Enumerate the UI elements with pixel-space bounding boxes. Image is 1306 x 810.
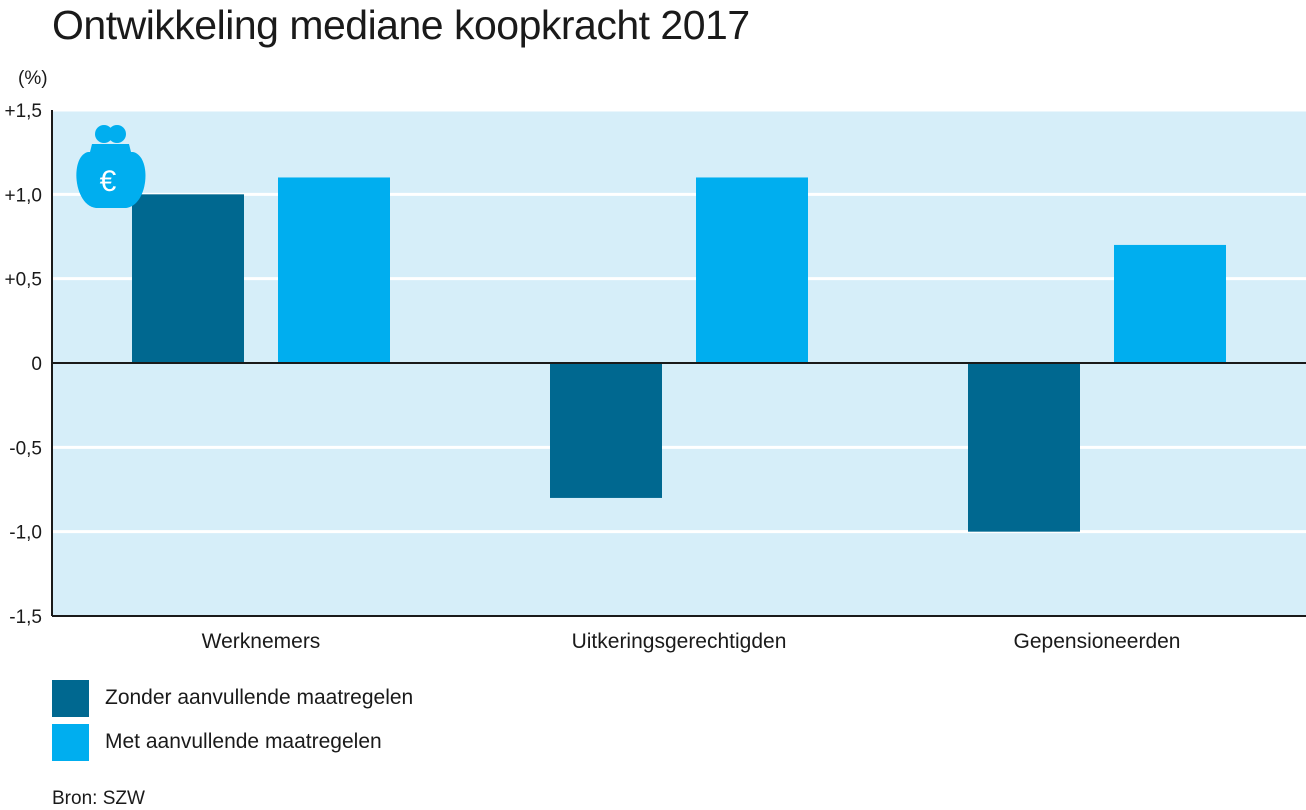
bar [696, 177, 808, 363]
source-note: Bron: SZW [52, 788, 145, 809]
x-tick-label: Werknemers [202, 630, 321, 653]
bar [132, 194, 244, 363]
y-tick-label: +0,5 [4, 270, 42, 291]
bar [278, 177, 390, 363]
legend-swatch-zonder [52, 680, 89, 717]
y-tick-label: +1,0 [4, 185, 42, 206]
bar-chart: +1,5 +1,0 +0,5 0 -0,5 -1,0 -1,5 Werknemers Uitk… [4, 101, 1306, 653]
y-tick-label: -0,5 [9, 438, 42, 459]
y-tick-labels: +1,5 +1,0 +0,5 0 -0,5 -1,0 -1,5 [4, 101, 42, 628]
x-tick-label: Gepensioneerden [1014, 630, 1181, 653]
legend-item-met: Met aanvullende maatregelen [52, 724, 552, 762]
legend-item-zonder: Zonder aanvullende maatregelen [52, 680, 552, 718]
legend-label-met: Met aanvullende maatregelen [105, 730, 382, 753]
bar [1114, 244, 1226, 363]
bars [132, 177, 1226, 532]
y-tick-label: -1,0 [9, 523, 42, 544]
y-tick-label: 0 [31, 354, 42, 375]
bar [968, 363, 1080, 532]
euro-purse-icon: € [76, 125, 146, 208]
gridlines [52, 108, 1306, 534]
x-tick-label: Uitkeringsgerechtigden [572, 630, 787, 653]
legend-swatch-met [52, 724, 89, 761]
axes [51, 110, 1306, 617]
y-tick-label: +1,5 [4, 101, 42, 122]
bar [550, 363, 662, 498]
legend-label-zonder: Zonder aanvullende maatregelen [105, 686, 414, 709]
svg-text:€: € [100, 165, 117, 198]
chart-title: Ontwikkeling mediane koopkracht 2017 [52, 2, 750, 48]
x-tick-labels: Werknemers Uitkeringsgerechtigden Gepensio… [202, 630, 1181, 653]
y-tick-label: -1,5 [9, 607, 42, 628]
y-axis-unit-label: (%) [18, 68, 48, 89]
